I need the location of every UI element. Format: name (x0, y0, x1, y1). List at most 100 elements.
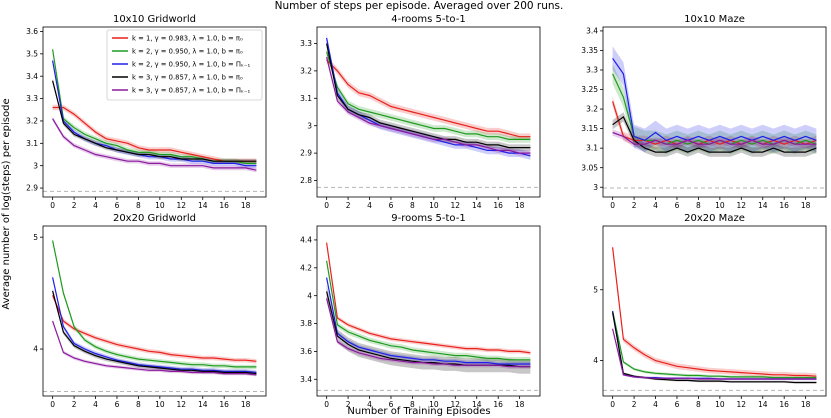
x-tick-label: 18 (241, 201, 251, 210)
x-tick-label: 12 (451, 201, 461, 210)
x-tick-label: 8 (410, 400, 415, 409)
x-tick-label: 14 (758, 201, 768, 210)
panel-title: 10x10 Maze (684, 14, 745, 25)
x-tick-label: 6 (115, 400, 120, 409)
y-tick-label: 3.1 (586, 144, 598, 153)
y-tick-label: 3.5 (26, 49, 38, 58)
panel-2: 4-rooms 5-to-1 0 2 4 6 8 10 12 14 16 18 2.8 2.9 3 3.1 3… (300, 14, 541, 210)
x-tick-label: 18 (801, 400, 811, 409)
x-tick-label: 14 (198, 400, 208, 409)
series-3-line (612, 57, 817, 141)
panel-5: 9-rooms 5-to-1 0 2 4 6 8 10 12 14 16 18 3.4 3.6 3.8 4 4… (300, 213, 541, 409)
x-tick-label: 12 (177, 201, 187, 210)
panel-6: 20x20 Maze 0 2 4 6 8 10 12 14 16 18 4 5 (593, 213, 827, 409)
series-1-line (326, 59, 531, 138)
x-tick-label: 14 (198, 201, 208, 210)
x-tick-label: 8 (410, 201, 415, 210)
y-tick-label: 3.8 (300, 319, 312, 328)
x-tick-label: 18 (801, 201, 811, 210)
series-4-line (52, 290, 257, 375)
x-tick-label: 8 (136, 400, 141, 409)
axes-frame (42, 26, 267, 198)
y-tick-label: 3.25 (581, 85, 598, 94)
x-tick-label: 18 (241, 400, 251, 409)
x-tick-label: 16 (779, 400, 789, 409)
legend-label: k = 3, γ = 0.857, λ = 1.0, b = Πₖ₋₁ (132, 86, 251, 94)
series-5-line (326, 57, 531, 154)
plot-area (317, 226, 540, 396)
x-tick-label: 16 (219, 400, 229, 409)
series-2-line (326, 51, 531, 140)
x-tick-label: 14 (758, 400, 768, 409)
x-tick-label: 0 (324, 201, 329, 210)
y-tick-label: 3.3 (26, 94, 38, 103)
x-tick-label: 18 (515, 201, 525, 210)
series-4-band (326, 40, 531, 151)
x-tick-label: 4 (653, 400, 658, 409)
x-tick-label: 0 (610, 201, 615, 210)
x-tick-label: 4 (367, 400, 372, 409)
series-2-line (52, 240, 257, 368)
series-2-line (612, 310, 817, 379)
panel-4: 20x20 Gridworld 0 2 4 6 8 10 12 14 16 18 4 5 (33, 213, 267, 409)
panel-title: 20x20 Maze (684, 213, 745, 224)
x-tick-label: 12 (451, 400, 461, 409)
figure-suptitle: Number of steps per episode. Averaged ov… (275, 0, 564, 12)
series-5-line (612, 131, 817, 145)
y-tick-label: 4.2 (300, 263, 312, 272)
y-tick-label: 3.05 (581, 163, 598, 172)
series-2-band (326, 48, 531, 143)
x-tick-label: 16 (493, 400, 503, 409)
x-tick-label: 4 (367, 201, 372, 210)
plot-area (603, 226, 826, 396)
y-tick-label: 5 (33, 233, 38, 242)
panel-title: 4-rooms 5-to-1 (391, 14, 465, 25)
x-tick-label: 10 (155, 400, 165, 409)
series-5-band (52, 116, 257, 173)
y-tick-label: 3.2 (586, 105, 598, 114)
y-tick-label: 3.6 (300, 347, 312, 356)
panel-title: 9-rooms 5-to-1 (391, 213, 465, 224)
series-4-line (326, 43, 531, 149)
series-1-band (326, 56, 531, 140)
x-tick-label: 14 (472, 201, 482, 210)
x-tick-label: 4 (93, 400, 98, 409)
x-tick-label: 10 (429, 400, 439, 409)
x-tick-label: 16 (493, 201, 503, 210)
legend-label: k = 3, γ = 0.857, λ = 1.0, b = π₀ (132, 73, 243, 81)
x-tick-label: 2 (346, 400, 351, 409)
series-3-band (612, 46, 817, 153)
y-tick-label: 3 (33, 161, 38, 170)
series-1-line (52, 295, 257, 362)
y-tick-label: 3.3 (586, 66, 598, 75)
series-4-band (326, 284, 531, 374)
legend-label: k = 1, γ = 0.983, λ = 1.0, b = π₀ (132, 34, 243, 42)
y-tick-label: 3.6 (26, 27, 38, 36)
series-1-line (612, 247, 817, 377)
legend-box (106, 29, 263, 101)
x-tick-label: 14 (472, 400, 482, 409)
series-5-line (52, 320, 257, 376)
x-tick-label: 0 (610, 400, 615, 409)
panel-title: 20x20 Gridworld (113, 213, 196, 224)
axes-frame (42, 225, 267, 397)
x-tick-label: 10 (429, 201, 439, 210)
y-tick-label: 3.15 (581, 124, 598, 133)
y-tick-label: 4 (307, 291, 312, 300)
x-tick-label: 12 (737, 400, 747, 409)
x-tick-label: 4 (93, 201, 98, 210)
y-tick-label: 3 (593, 183, 598, 192)
x-tick-label: 8 (136, 201, 141, 210)
x-tick-label: 10 (715, 400, 725, 409)
y-tick-label: 2.9 (26, 184, 38, 193)
x-tick-label: 12 (177, 400, 187, 409)
series-3-line (326, 277, 531, 365)
series-4-line (52, 80, 257, 162)
y-tick-label: 3 (307, 121, 312, 130)
x-tick-label: 6 (389, 400, 394, 409)
x-tick-label: 18 (515, 400, 525, 409)
y-tick-label: 4.4 (300, 236, 312, 245)
series-5-line (612, 328, 817, 380)
x-tick-label: 4 (653, 201, 658, 210)
